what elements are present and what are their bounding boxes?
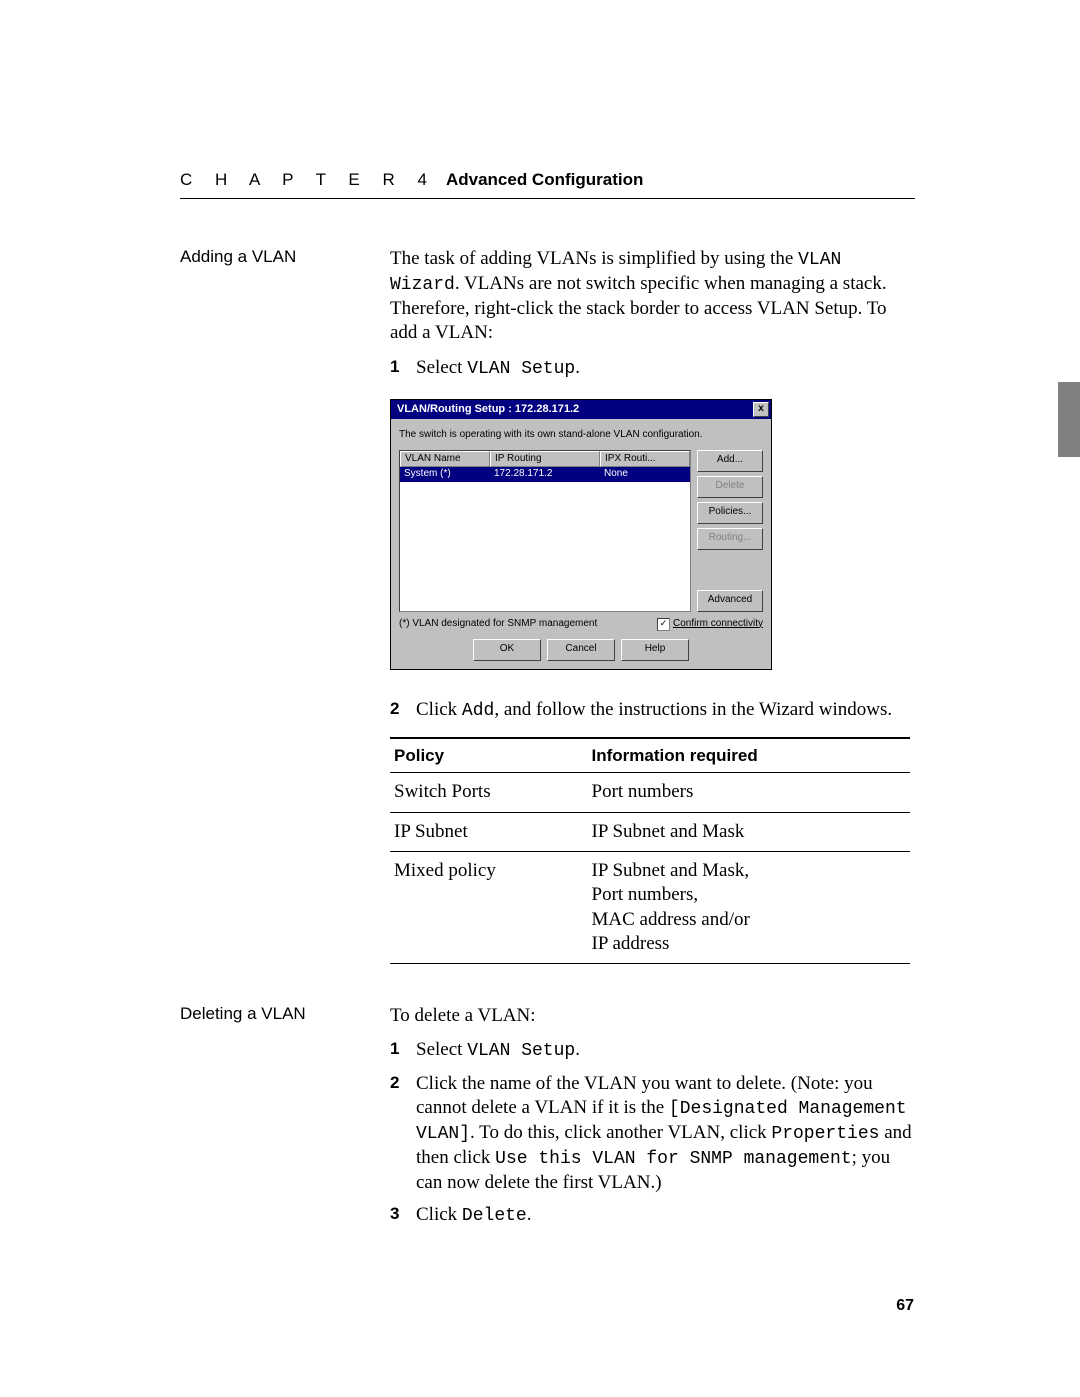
code: Add	[462, 701, 494, 721]
side-label-add: Adding a VLAN	[180, 247, 390, 992]
dialog-body: The switch is operating with its own sta…	[391, 419, 771, 669]
text: Click	[416, 699, 462, 720]
vlan-listbox[interactable]: VLAN Name IP Routing IPX Routi... System…	[399, 450, 691, 612]
add-steps-2: 2 Click Add, and follow the instructions…	[390, 698, 915, 723]
add-step-2: 2 Click Add, and follow the instructions…	[390, 698, 915, 723]
step-number: 1	[390, 356, 416, 381]
deleting-vlan-section: Deleting a VLAN To delete a VLAN: 1 Sele…	[180, 1004, 915, 1236]
side-label-del: Deleting a VLAN	[180, 1004, 390, 1236]
text: .	[575, 357, 580, 378]
edge-tab	[1058, 382, 1080, 457]
policies-button[interactable]: Policies...	[697, 502, 763, 524]
list-header: VLAN Name IP Routing IPX Routi...	[400, 451, 690, 468]
del-step-3: 3 Click Delete.	[390, 1203, 915, 1228]
code: Use this VLAN for SNMP management	[495, 1149, 851, 1169]
step-number: 1	[390, 1038, 416, 1063]
cell-vlan-name: System (*)	[400, 467, 490, 482]
del-step-1: 1 Select VLAN Setup.	[390, 1038, 915, 1063]
info-cell: Port numbers	[588, 773, 910, 812]
vlan-routing-dialog: VLAN/Routing Setup : 172.28.171.2 x The …	[390, 399, 772, 670]
text: Click	[416, 1204, 462, 1225]
delete-button[interactable]: Delete	[697, 476, 763, 498]
code: Delete	[462, 1206, 527, 1226]
help-button[interactable]: Help	[621, 639, 689, 661]
cancel-button[interactable]: Cancel	[547, 639, 615, 661]
step-body: Click Add, and follow the instructions i…	[416, 698, 915, 723]
adding-vlan-intro: The task of adding VLANs is simplified b…	[390, 247, 915, 346]
text: , and follow the instructions in the Wiz…	[494, 699, 892, 720]
policy-tbody: Switch Ports Port numbers IP Subnet IP S…	[390, 773, 910, 964]
list-row[interactable]: System (*) 172.28.171.2 None	[400, 467, 690, 482]
advanced-button[interactable]: Advanced	[697, 590, 763, 612]
cell-ip-routing: 172.28.171.2	[490, 467, 600, 482]
text: Select	[416, 357, 467, 378]
text: Select	[416, 1039, 467, 1060]
step-body: Click the name of the VLAN you want to d…	[416, 1072, 915, 1196]
step-number: 3	[390, 1203, 416, 1228]
step-body: Select VLAN Setup.	[416, 356, 915, 381]
code: VLAN Setup	[467, 359, 575, 379]
code: Proper­ties	[771, 1124, 879, 1144]
dialog-list-area: VLAN Name IP Routing IPX Routi... System…	[399, 450, 763, 612]
step-body: Select VLAN Setup.	[416, 1038, 915, 1063]
cell-ipx-routing: None	[600, 467, 690, 482]
dialog-action-buttons: OK Cancel Help	[399, 639, 763, 661]
chapter-title: Advanced Configuration	[446, 170, 643, 190]
dialog-title: VLAN/Routing Setup : 172.28.171.2	[397, 402, 579, 416]
info-cell: IP Subnet and Mask, Port numbers, MAC ad…	[588, 851, 910, 963]
snmp-note: (*) VLAN designated for SNMP management	[399, 618, 597, 631]
col-ipx-routing: IPX Routi...	[600, 451, 690, 468]
dialog-button-column: Add... Delete Policies... Routing... Adv…	[697, 450, 763, 612]
policy-cell: IP Subnet	[390, 812, 588, 851]
adding-vlan-section: Adding a VLAN The task of adding VLANs i…	[180, 247, 915, 992]
del-steps: 1 Select VLAN Setup. 2 Click the name of…	[390, 1038, 915, 1228]
chapter-label: C H A P T E R 4	[180, 170, 436, 190]
confirm-connectivity-check[interactable]: ✓ Confirm connectivity	[657, 618, 763, 631]
info-cell: IP Subnet and Mask	[588, 812, 910, 851]
add-button[interactable]: Add...	[697, 450, 763, 472]
add-step-1: 1 Select VLAN Setup.	[390, 356, 915, 381]
ok-button[interactable]: OK	[473, 639, 541, 661]
col-ip-routing: IP Routing	[490, 451, 600, 468]
table-row: Mixed policy IP Subnet and Mask, Port nu…	[390, 851, 910, 963]
page: C H A P T E R 4 Advanced Configuration A…	[0, 0, 1080, 1397]
routing-button[interactable]: Routing...	[697, 528, 763, 550]
text: .	[575, 1039, 580, 1060]
deleting-vlan-intro: To delete a VLAN:	[390, 1004, 915, 1028]
text: The task of adding VLANs is simplified b…	[390, 248, 798, 269]
chapter-header: C H A P T E R 4 Advanced Configuration	[180, 170, 915, 199]
step-number: 2	[390, 1072, 416, 1196]
checkbox-label: Confirm connectivity	[673, 618, 763, 631]
table-row: IP Subnet IP Subnet and Mask	[390, 812, 910, 851]
add-steps: 1 Select VLAN Setup.	[390, 356, 915, 381]
deleting-vlan-body: To delete a VLAN: 1 Select VLAN Setup. 2…	[390, 1004, 915, 1236]
policy-cell: Switch Ports	[390, 773, 588, 812]
text: . To do this, click another VLAN, click	[470, 1122, 771, 1143]
policy-col-header: Policy	[390, 738, 588, 773]
page-number: 67	[896, 1297, 914, 1315]
col-vlan-name: VLAN Name	[400, 451, 490, 468]
dialog-subtitle: The switch is operating with its own sta…	[399, 429, 763, 442]
step-number: 2	[390, 698, 416, 723]
table-row: Switch Ports Port numbers	[390, 773, 910, 812]
step-body: Click Delete.	[416, 1203, 915, 1228]
text: .	[527, 1204, 532, 1225]
checkbox-icon: ✓	[657, 618, 670, 631]
adding-vlan-body: The task of adding VLANs is simplified b…	[390, 247, 915, 992]
policy-cell: Mixed policy	[390, 851, 588, 963]
policy-table: Policy Information required Switch Ports…	[390, 737, 910, 965]
info-col-header: Information required	[588, 738, 910, 773]
code: VLAN Setup	[467, 1041, 575, 1061]
text: . VLANs are not switch specific when man…	[390, 273, 887, 343]
del-step-2: 2 Click the name of the VLAN you want to…	[390, 1072, 915, 1196]
dialog-footer: (*) VLAN designated for SNMP management …	[399, 618, 763, 631]
close-icon[interactable]: x	[753, 402, 769, 417]
dialog-titlebar: VLAN/Routing Setup : 172.28.171.2 x	[391, 400, 771, 419]
